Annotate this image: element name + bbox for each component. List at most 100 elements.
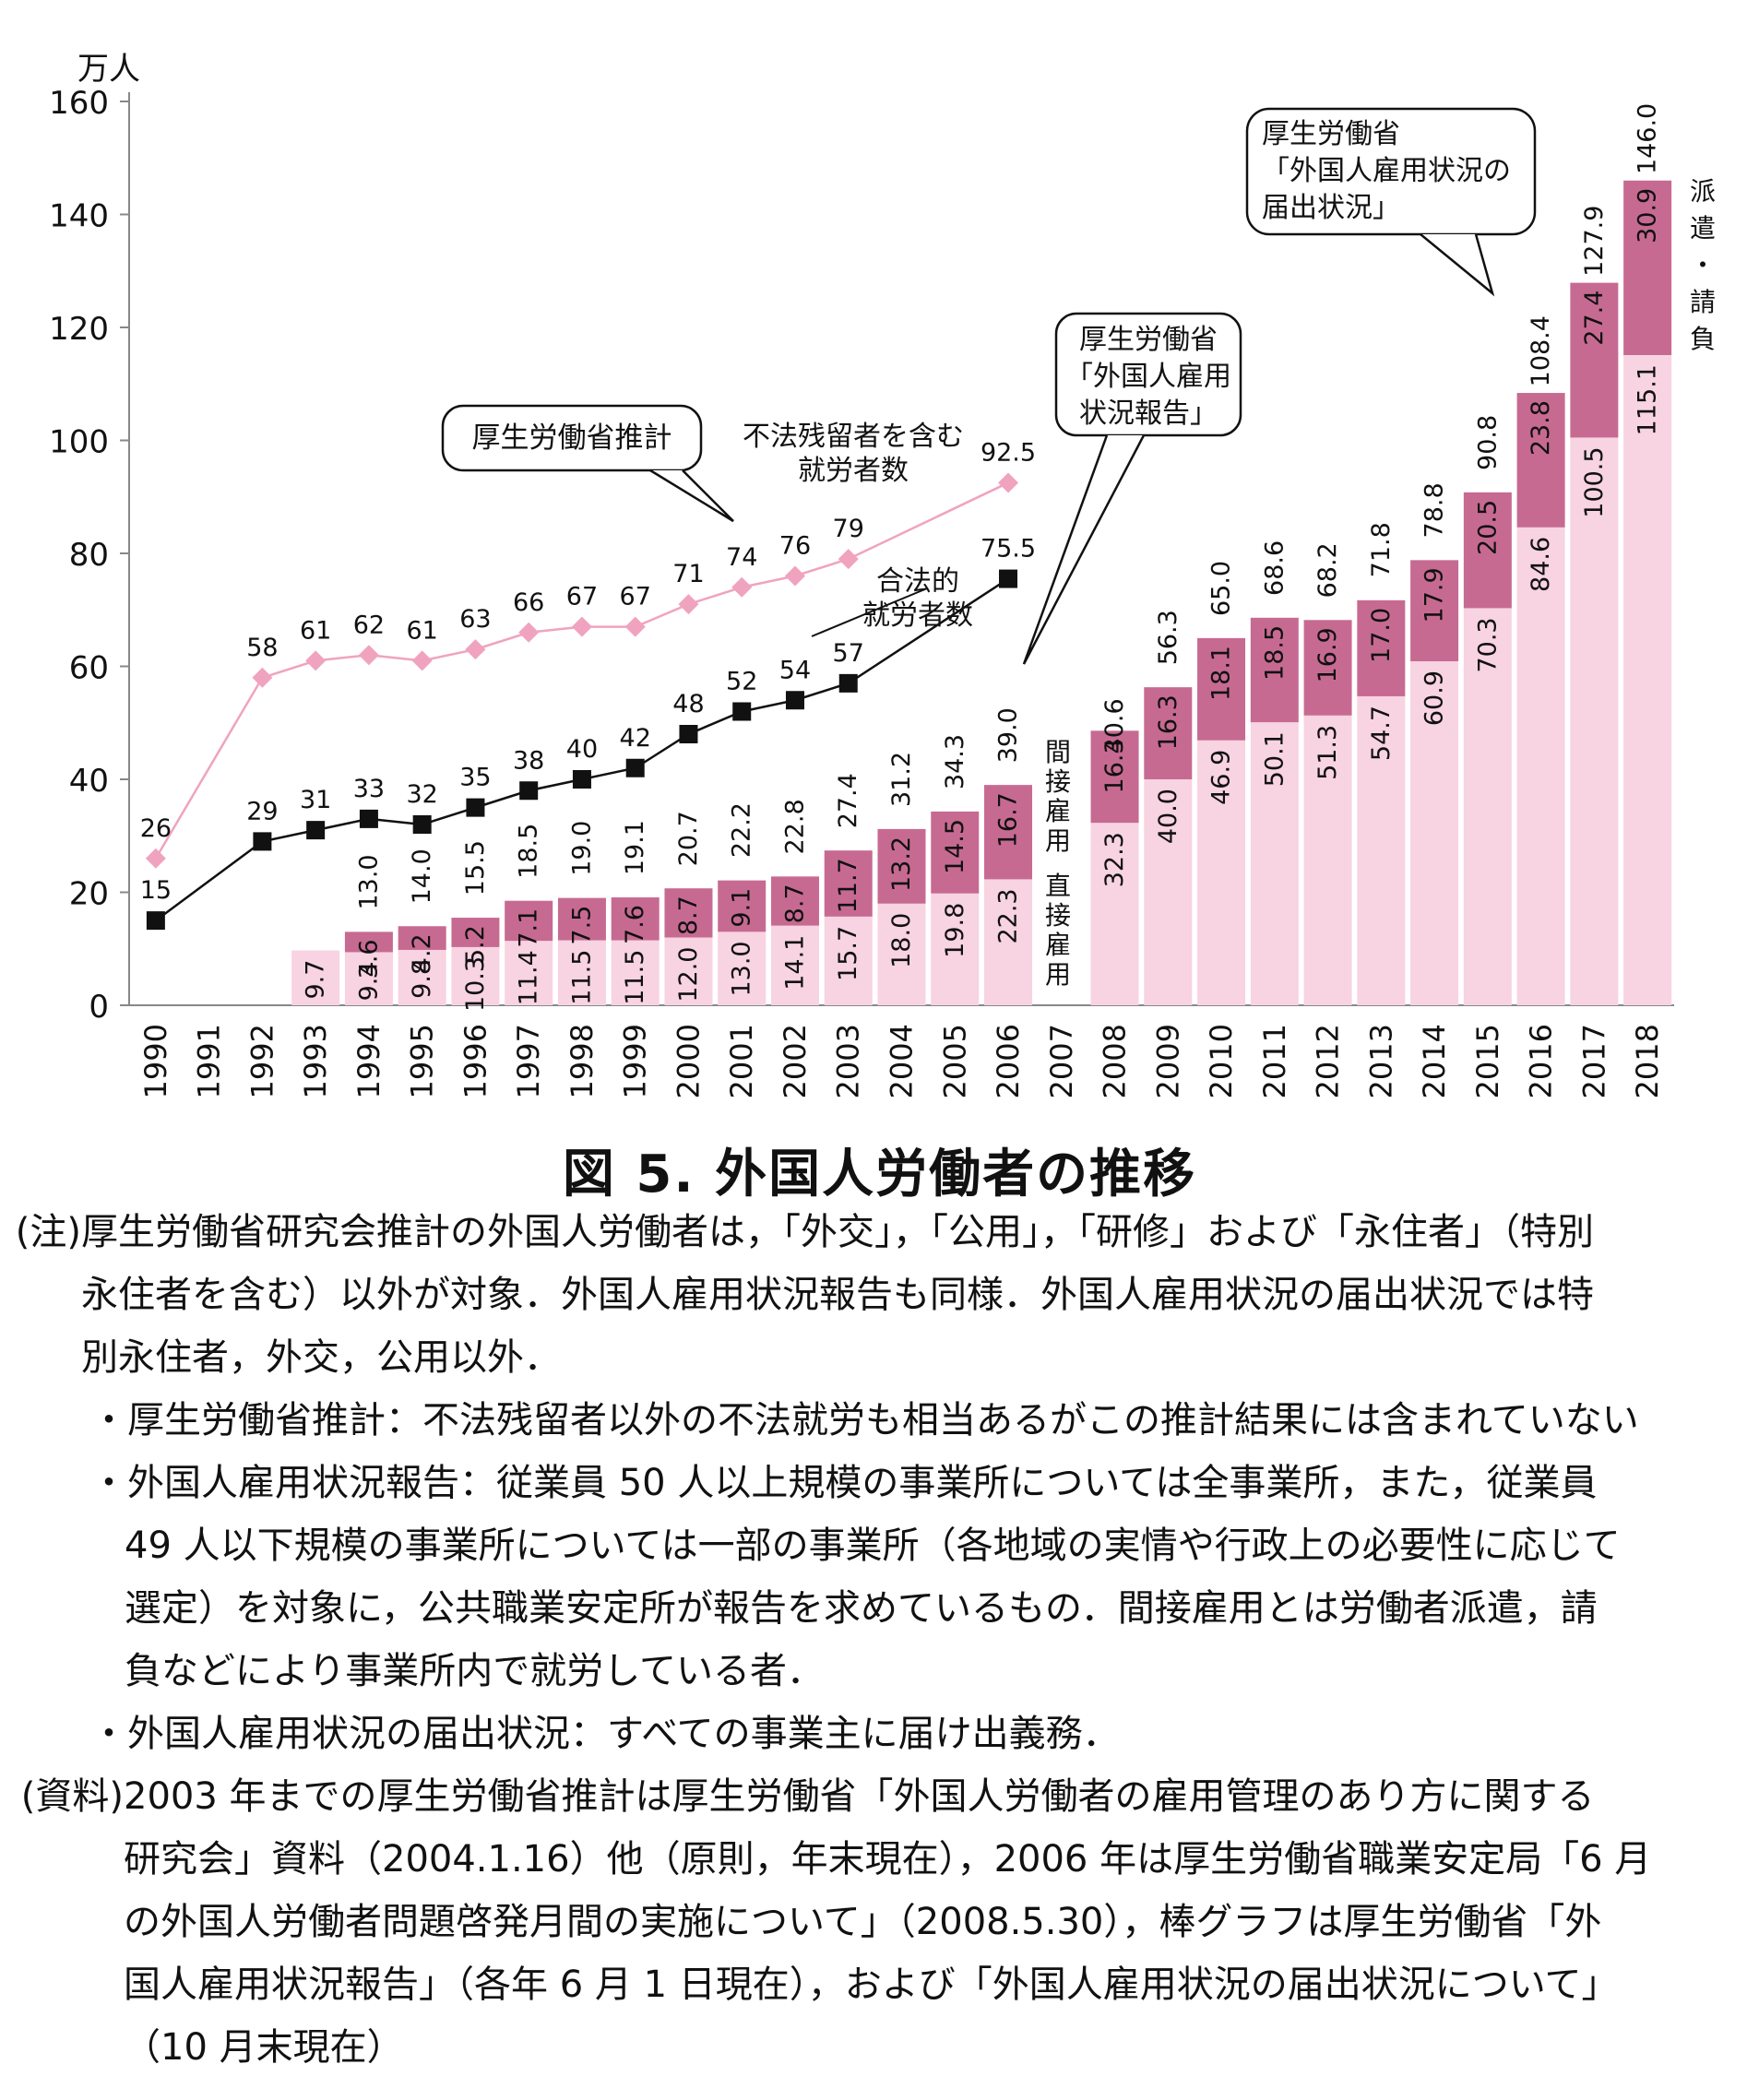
bar-indirect-label: 23.8 — [1527, 400, 1555, 456]
bar-indirect-segment — [1197, 637, 1246, 741]
bar-direct-segment — [1463, 608, 1512, 1005]
bar-total-label: 14.0 — [408, 848, 436, 904]
x-tick-label: 2002 — [778, 1024, 813, 1098]
x-tick-label: 2007 — [1044, 1024, 1079, 1098]
incl-illegal-point — [411, 650, 433, 671]
legal-point — [732, 702, 752, 721]
incl-illegal-point — [571, 616, 592, 637]
legal-value-label: 32 — [406, 780, 437, 809]
bar-indirect-segment — [1623, 180, 1672, 356]
x-tick-label: 1998 — [565, 1024, 600, 1098]
bar-indirect-segment — [451, 918, 500, 947]
bar-direct-segment — [611, 940, 660, 1005]
y-tick-label: 20 — [69, 876, 109, 913]
legal-series-label-line2: 就労者数 — [862, 599, 973, 632]
bar-indirect-segment — [1303, 620, 1352, 716]
bar-direct-segment — [877, 903, 926, 1005]
incl-illegal-point — [838, 549, 859, 570]
incl-illegal-value-label: 92.5 — [981, 438, 1036, 467]
x-tick-label: 2017 — [1576, 1024, 1611, 1098]
bar-direct-label: 15.7 — [834, 926, 862, 981]
bar-total-label: 68.6 — [1260, 540, 1289, 596]
bullet-notification: ・外国人雇用状況の届出状況：すべての事業主に届け出義務． — [90, 1713, 1120, 1755]
incl-illegal-value-label: 61 — [406, 616, 437, 645]
legal-value-label: 42 — [620, 724, 651, 753]
incl-illegal-value-label: 76 — [779, 532, 811, 561]
bar-total-label: 65.0 — [1207, 561, 1236, 616]
bar-indirect-segment — [1357, 599, 1406, 696]
note-line: (注) 厚生労働省研究会推計の外国人労働者は，「外交」，「公用」，「研修」および「… — [16, 1201, 1594, 1264]
legal-value-label: 33 — [353, 775, 385, 803]
bar-indirect-segment — [611, 897, 660, 941]
legal-value-label: 48 — [672, 690, 704, 718]
x-tick-label: 2003 — [831, 1024, 866, 1098]
bar-indirect-segment — [1570, 282, 1619, 438]
bar-direct-label: 12.0 — [674, 947, 703, 1003]
dispatch-label: 派遣・請負 — [1690, 176, 1716, 354]
report-callout-tail — [1022, 434, 1146, 665]
bar-direct-label: 14.1 — [780, 935, 809, 991]
legal-point — [572, 770, 591, 789]
bar-direct-segment — [1516, 527, 1565, 1005]
x-tick-label: 2001 — [724, 1024, 759, 1098]
bar-total-label: 146.0 — [1634, 103, 1662, 174]
bar-direct-label: 50.1 — [1260, 731, 1289, 787]
bar-total-label: 27.4 — [834, 773, 862, 828]
incl-illegal-point — [518, 622, 540, 643]
source-label: (資料) — [20, 1775, 124, 1818]
incl-illegal-value-label: 62 — [353, 611, 385, 639]
bar-indirect-segment — [1516, 393, 1565, 528]
x-tick-label: 2008 — [1098, 1024, 1133, 1098]
bar-direct-segment — [291, 950, 340, 1005]
bar-direct-segment — [398, 949, 446, 1005]
incl-illegal-series-label-line2: 就労者数 — [798, 455, 909, 487]
legal-point — [253, 832, 272, 851]
bar-direct-label: 54.7 — [1367, 706, 1396, 761]
bar-indirect-label: 14.5 — [941, 819, 969, 874]
label-char: 用 — [1045, 825, 1071, 856]
bar-indirect-label: 30.9 — [1634, 188, 1662, 243]
x-tick-label: 2016 — [1524, 1024, 1559, 1098]
bar-direct-segment — [1144, 779, 1193, 1005]
legal-point — [359, 809, 378, 828]
bar-direct-segment — [664, 937, 713, 1005]
bar-total-label: 19.1 — [621, 820, 649, 875]
bar-total-label: 13.0 — [354, 854, 383, 909]
bar-direct-segment — [1250, 722, 1299, 1005]
legal-point — [519, 781, 539, 801]
legal-point — [679, 725, 698, 743]
legal-value-label: 35 — [459, 764, 491, 792]
source-line: の外国人労働者問題啓発月間の実施について」（2008.5.30），棒グラフは厚生… — [124, 1901, 1602, 1943]
legal-point — [146, 911, 165, 931]
bar-indirect-label: 16.3 — [1154, 694, 1183, 750]
bar-indirect-label: 7.1 — [515, 908, 543, 948]
chart-bars: 9.7 9.43.613.09.84.214.010.35.215.511.47.… — [291, 103, 1672, 1012]
x-tick-label: 2005 — [937, 1024, 972, 1098]
x-tick-label: 2006 — [991, 1024, 1026, 1098]
bar-direct-segment — [557, 940, 606, 1005]
bar-direct-segment — [1623, 355, 1672, 1005]
source-line: （10 月末現在） — [124, 2026, 404, 2069]
y-tick-label: 100 — [49, 424, 109, 461]
incl-illegal-point — [145, 848, 166, 869]
bar-direct-label: 100.5 — [1580, 446, 1609, 517]
legal-point — [625, 758, 645, 777]
bar-indirect-segment — [877, 828, 926, 904]
legal-value-label: 40 — [566, 735, 598, 764]
x-tick-label: 2012 — [1311, 1024, 1346, 1098]
legal-value-label: 54 — [779, 656, 811, 684]
bar-indirect-label: 3.6 — [354, 939, 383, 979]
bar-direct-label: 11.4 — [515, 950, 543, 1005]
y-tick-label: 60 — [69, 650, 109, 687]
legal-value-label: 38 — [513, 746, 544, 775]
bar-total-label: 40.6 — [1100, 698, 1129, 753]
x-tick-label: 1995 — [405, 1024, 440, 1098]
incl-illegal-line — [154, 481, 1009, 860]
incl-illegal-value-label: 74 — [726, 543, 757, 572]
incl-illegal-value-label: 63 — [459, 605, 491, 634]
bar-total-label: 68.2 — [1313, 542, 1342, 598]
bar-indirect-label: 7.6 — [621, 905, 649, 944]
report-callout-text: 「外国人雇用 — [1065, 361, 1231, 393]
incl-illegal-point — [624, 616, 646, 637]
